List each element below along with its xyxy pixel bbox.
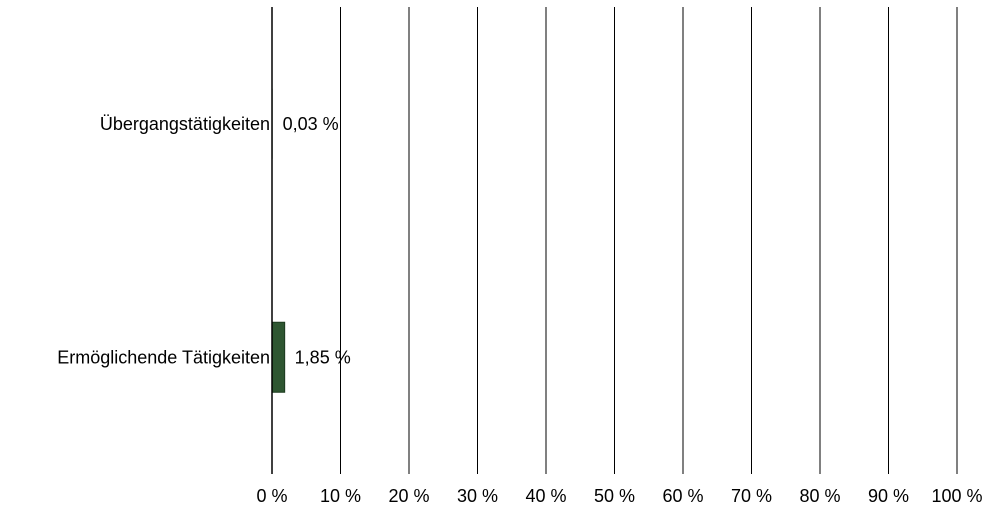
x-tick-label: 70 % [731, 486, 772, 506]
gridlines [340, 7, 958, 474]
value-label: 0,03 % [283, 114, 339, 134]
category-labels: Übergangstätigkeiten Ermöglichende Tätigk… [57, 114, 270, 368]
category-label: Übergangstätigkeiten [100, 114, 270, 134]
x-tick-label: 60 % [662, 486, 703, 506]
x-tick-label: 20 % [388, 486, 429, 506]
bars [271, 88, 286, 393]
x-tick-labels: 0 % 10 % 20 % 30 % 40 % 50 % 60 % 70 % 80 % 90 % 1… [256, 486, 982, 506]
x-tick-label: 0 % [256, 486, 287, 506]
x-tick-label: 30 % [457, 486, 498, 506]
x-tick-label: 90 % [868, 486, 909, 506]
x-tick-label: 80 % [799, 486, 840, 506]
value-labels: 0,03 % 1,85 % [283, 114, 351, 368]
x-tick-label: 50 % [594, 486, 635, 506]
x-tick-label: 100 % [931, 486, 982, 506]
x-tick-label: 10 % [320, 486, 361, 506]
x-tick-label: 40 % [525, 486, 566, 506]
bar [271, 321, 286, 393]
category-label: Ermöglichende Tätigkeiten [57, 347, 270, 367]
value-label: 1,85 % [295, 347, 351, 367]
